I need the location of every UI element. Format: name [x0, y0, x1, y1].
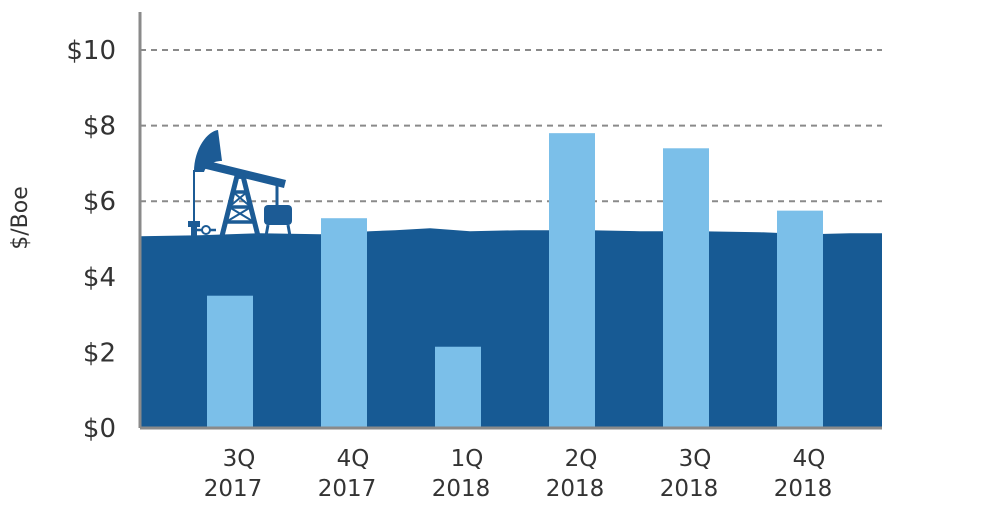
y-tick-label: $8: [83, 112, 116, 142]
y-axis-title: $/Boe: [8, 186, 33, 250]
x-tick-label: 3Q: [223, 446, 256, 472]
bars: [207, 133, 823, 428]
x-tick-label: 4Q: [793, 446, 826, 472]
x-tick-label: 3Q: [679, 446, 712, 472]
x-tick-labels: 3Q 2017 4Q 2017 1Q 2018 2Q 2018 3Q 2018 4Q 2018: [204, 446, 833, 502]
bar-1: [321, 218, 367, 428]
x-tick-label: 2018: [774, 476, 833, 502]
x-tick-label: 2017: [318, 476, 377, 502]
y-tick-label: $6: [83, 187, 116, 217]
x-tick-label: 4Q: [337, 446, 370, 472]
y-tick-label: $10: [66, 36, 116, 66]
bar-3: [549, 133, 595, 428]
bar-2: [435, 346, 481, 428]
x-tick-label: 2018: [546, 476, 605, 502]
bar-4: [663, 148, 709, 428]
bar-0: [207, 295, 253, 428]
x-tick-label: 2Q: [565, 446, 598, 472]
y-tick-label: $2: [83, 338, 116, 368]
x-tick-label: 2018: [432, 476, 491, 502]
bar-5: [777, 210, 823, 428]
x-tick-label: 2018: [660, 476, 719, 502]
y-tick-label: $4: [83, 263, 116, 293]
x-tick-label: 2017: [204, 476, 263, 502]
y-tick-labels: $0 $2 $4 $6 $8 $10: [66, 36, 116, 444]
x-tick-label: 1Q: [451, 446, 484, 472]
oil-pumpjack-icon: [188, 130, 292, 237]
y-tick-label: $0: [83, 414, 116, 444]
